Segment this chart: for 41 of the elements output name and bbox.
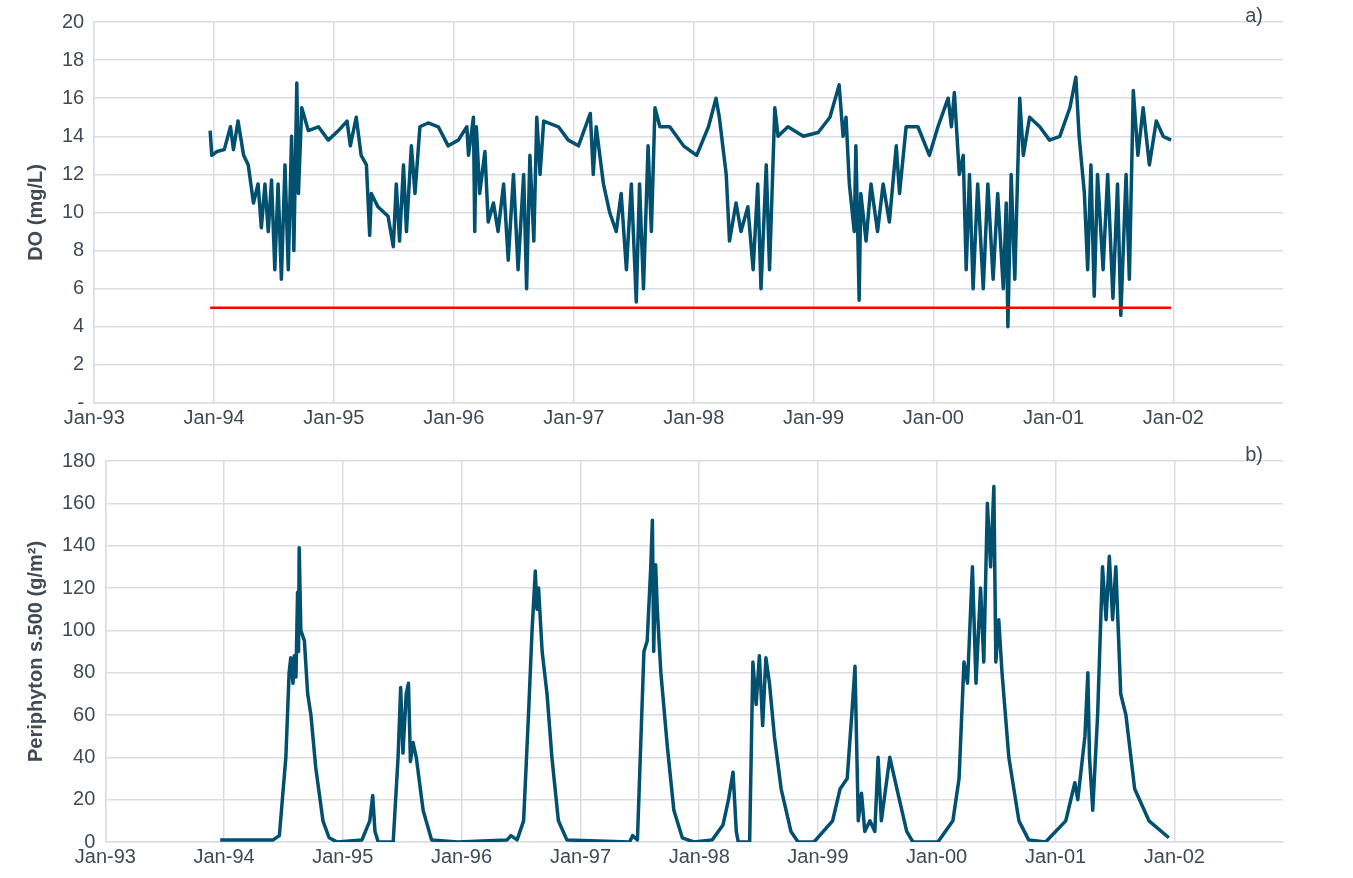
x-tick-label: Jan-95: [312, 844, 374, 867]
x-tick-label: Jan-96: [423, 405, 485, 428]
y-axis-title: DO (mg/L): [23, 164, 46, 261]
x-tick-label: Jan-02: [1143, 844, 1205, 867]
annotation: b): [1245, 442, 1263, 465]
x-tick-label: Jan-94: [193, 844, 255, 867]
y-tick-label: 2: [73, 352, 85, 375]
y-tick-label: 6: [73, 276, 85, 299]
y-tick-label: 16: [62, 85, 85, 108]
y-tick-label: 4: [73, 314, 85, 337]
x-tick-label: Jan-01: [1025, 844, 1087, 867]
x-tick-label: Jan-99: [782, 405, 845, 428]
y-tick-label: 160: [61, 490, 96, 513]
y-tick-label: 18: [62, 47, 85, 70]
x-tick-label: Jan-97: [543, 405, 605, 428]
x-tick-label: Jan-00: [902, 405, 964, 428]
x-tick-label: Jan-00: [906, 844, 968, 867]
y-tick-label: 80: [73, 660, 96, 683]
y-tick-label: 12: [62, 161, 85, 184]
y-tick-label: 180: [61, 448, 96, 471]
x-tick-label: Jan-02: [1142, 405, 1204, 428]
x-tick-label: Jan-98: [668, 844, 730, 867]
y-tick-label: 140: [61, 533, 96, 556]
y-tick-label: 60: [73, 702, 96, 725]
x-tick-label: Jan-95: [303, 405, 365, 428]
y-tick-label: 20: [62, 9, 85, 32]
x-tick-label: Jan-97: [549, 844, 612, 867]
x-tick-label: Jan-98: [663, 405, 725, 428]
y-tick-label: 10: [62, 200, 85, 223]
y-tick-label: 40: [73, 744, 96, 767]
y-tick-label: 8: [73, 238, 85, 261]
y-tick-label: 14: [62, 123, 85, 146]
x-tick-label: Jan-01: [1022, 405, 1085, 428]
annotation: a): [1245, 3, 1263, 26]
x-tick-label: Jan-94: [183, 405, 245, 428]
x-tick-label: Jan-96: [430, 844, 493, 867]
y-tick-label: 100: [61, 617, 96, 640]
y-axis-title: Periphyton s.500 (g/m²): [23, 540, 46, 763]
x-tick-label: Jan-99: [787, 844, 849, 867]
y-tick-label: 120: [61, 575, 96, 598]
y-tick-label: 20: [73, 787, 96, 810]
